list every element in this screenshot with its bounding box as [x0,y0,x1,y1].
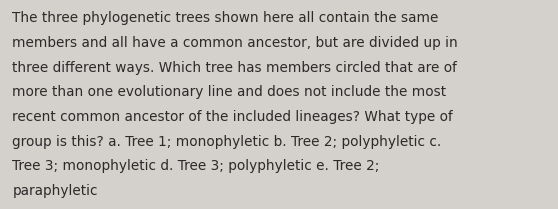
Text: members and all have a common ancestor, but are divided up in: members and all have a common ancestor, … [12,36,458,50]
Text: three different ways. Which tree has members circled that are of: three different ways. Which tree has mem… [12,61,457,75]
Text: The three phylogenetic trees shown here all contain the same: The three phylogenetic trees shown here … [12,11,439,25]
Text: group is this? a. Tree 1; monophyletic b. Tree 2; polyphyletic c.: group is this? a. Tree 1; monophyletic b… [12,135,441,149]
Text: recent common ancestor of the included lineages? What type of: recent common ancestor of the included l… [12,110,453,124]
Text: paraphyletic: paraphyletic [12,184,98,198]
Text: Tree 3; monophyletic d. Tree 3; polyphyletic e. Tree 2;: Tree 3; monophyletic d. Tree 3; polyphyl… [12,159,379,173]
Text: more than one evolutionary line and does not include the most: more than one evolutionary line and does… [12,85,446,99]
